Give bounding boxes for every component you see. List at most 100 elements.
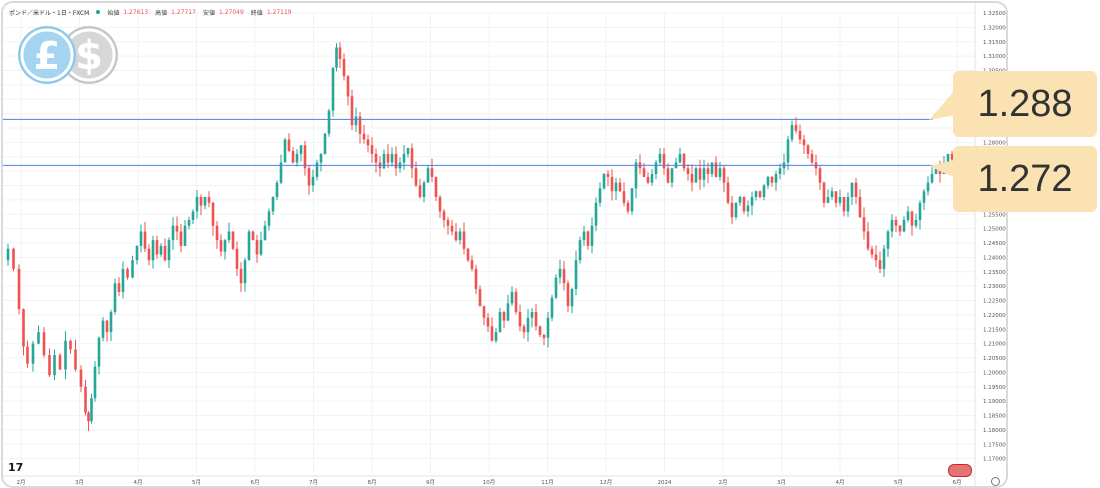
- y-tick-label: 1.20000: [983, 370, 1006, 376]
- candle-up: [830, 191, 834, 197]
- settings-icon[interactable]: [991, 477, 1000, 486]
- x-tick-label: 4月: [134, 479, 143, 486]
- candle-up: [159, 245, 163, 255]
- candle-up: [227, 231, 231, 241]
- candle-down: [155, 240, 159, 255]
- candle-down: [566, 283, 570, 307]
- candle-up: [327, 110, 331, 134]
- x-tick-label: 6月: [251, 479, 260, 486]
- candle-up: [838, 197, 842, 203]
- x-tick-label: 10月: [483, 479, 496, 486]
- y-tick-label: 1.32500: [983, 11, 1006, 17]
- candle-up: [598, 188, 602, 203]
- candle-up: [922, 191, 926, 203]
- currency-coins: $ £: [18, 26, 118, 84]
- candle-down: [726, 182, 730, 203]
- candle-down: [722, 168, 726, 183]
- candle-down: [622, 191, 626, 203]
- candle-up: [778, 168, 782, 174]
- symbol-title[interactable]: ポンド／米ドル・1日・FXCM: [9, 9, 90, 17]
- candle-up: [151, 240, 155, 261]
- candle-up: [223, 240, 227, 252]
- candle-down: [818, 168, 822, 183]
- candle-up: [762, 185, 766, 197]
- y-tick-label: 1.22000: [983, 313, 1006, 319]
- candle-up: [550, 297, 554, 318]
- candle-down: [802, 139, 806, 146]
- candle-up: [53, 355, 56, 376]
- candle-down: [410, 148, 414, 169]
- candle-down: [502, 312, 506, 321]
- candle-down: [338, 47, 342, 59]
- candle-down: [386, 153, 390, 163]
- candle-up: [570, 289, 574, 307]
- candle-up: [930, 174, 934, 183]
- candle-up: [650, 174, 654, 183]
- candle-up: [890, 220, 894, 232]
- candle-down: [810, 153, 814, 163]
- candle-down: [438, 197, 442, 212]
- candle-up: [582, 231, 586, 241]
- candle-up: [354, 116, 358, 126]
- candle-up: [131, 260, 134, 278]
- candle-up: [718, 168, 722, 177]
- x-tick-label: 2月: [17, 479, 26, 486]
- candle-down: [894, 220, 898, 226]
- candle-down: [84, 386, 87, 413]
- candle-down: [211, 202, 215, 226]
- x-tick-label: 3月: [777, 479, 786, 486]
- candle-up: [694, 168, 698, 183]
- candle-down: [522, 326, 526, 333]
- candle-up: [702, 168, 706, 180]
- callout-tail-1288: [929, 90, 955, 120]
- candle-down: [430, 168, 434, 177]
- flag-icon[interactable]: [948, 464, 972, 477]
- candle-down: [898, 225, 902, 232]
- candle-down: [418, 185, 422, 197]
- price-chart[interactable]: 1.17000 1.17500 1.18000 1.18500 1.19000 1.195…: [3, 3, 1006, 486]
- candle-down: [374, 153, 378, 163]
- candle-up: [271, 197, 275, 212]
- candle-down: [434, 176, 438, 197]
- candle-down: [490, 326, 494, 341]
- x-tick-label: 4月: [836, 479, 845, 486]
- candle-down: [117, 283, 121, 292]
- candle-down: [626, 202, 630, 212]
- close-label: 終値: [250, 9, 263, 17]
- callout-label: 1.272: [977, 157, 1073, 200]
- candle-down: [366, 139, 370, 146]
- candle-down: [12, 248, 15, 269]
- candle-up: [590, 225, 594, 246]
- candle-down: [642, 168, 646, 177]
- chart-frame: 1.17000 1.17500 1.18000 1.18500 1.19000 1.195…: [1, 1, 1008, 488]
- y-tick-label: 1.25000: [983, 227, 1006, 233]
- candle-down: [462, 231, 466, 249]
- x-tick-label: 5月: [192, 479, 201, 486]
- candle-up: [578, 240, 582, 261]
- candle-up: [498, 312, 502, 333]
- market-status-dot: [96, 10, 101, 14]
- x-tick-label: 11月: [541, 479, 554, 486]
- candle-up: [654, 162, 658, 174]
- candle-down: [854, 182, 858, 197]
- y-tick-label: 1.23000: [983, 284, 1006, 290]
- x-tick-label: 8月: [368, 479, 377, 486]
- tradingview-logo[interactable]: 17: [8, 461, 24, 474]
- candle-down: [414, 168, 418, 186]
- candle-down: [842, 197, 846, 212]
- candle-down: [147, 248, 151, 261]
- candle-up: [670, 168, 674, 183]
- candle-up: [195, 197, 199, 212]
- candle-down: [346, 76, 350, 97]
- candle-down: [514, 291, 518, 312]
- candle-up: [766, 176, 770, 186]
- candle-up: [283, 139, 287, 163]
- candle-up: [426, 168, 430, 183]
- y-tick-label: 1.28000: [983, 140, 1006, 146]
- candle-up: [946, 153, 950, 163]
- candle-down: [858, 197, 862, 218]
- candle-down: [866, 231, 870, 249]
- x-tick-label: 6月: [953, 479, 962, 486]
- x-tick-label: 5月: [894, 479, 903, 486]
- candle-up: [109, 312, 113, 333]
